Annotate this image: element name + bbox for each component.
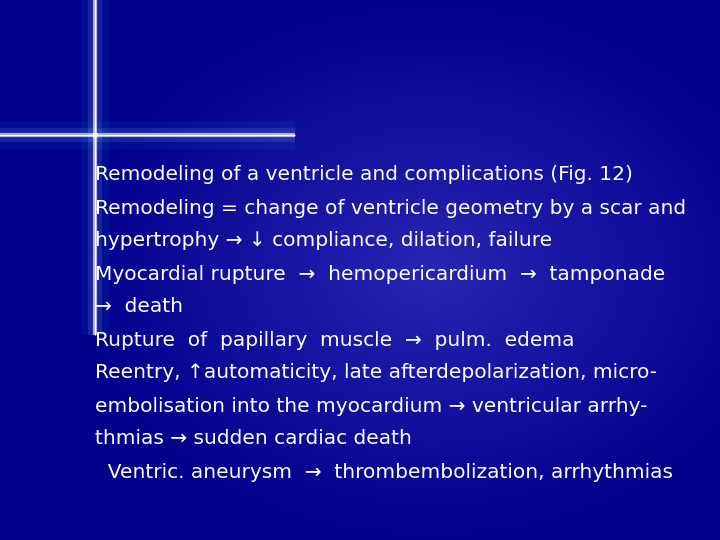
Text: Rupture  of  papillary  muscle  →  pulm.  edema: Rupture of papillary muscle → pulm. edem… — [95, 330, 575, 349]
Text: Ventric. aneurysm  →  thrombembolization, arrhythmias: Ventric. aneurysm → thrombembolization, … — [95, 462, 673, 482]
Text: →  death: → death — [95, 298, 183, 316]
Text: Reentry, ↑automaticity, late afterdepolarization, micro-: Reentry, ↑automaticity, late afterdepola… — [95, 363, 657, 382]
Text: embolisation into the myocardium → ventricular arrhy-: embolisation into the myocardium → ventr… — [95, 396, 647, 415]
Text: Remodeling of a ventricle and complications (Fig. 12): Remodeling of a ventricle and complicati… — [95, 165, 633, 185]
Text: hypertrophy → ↓ compliance, dilation, failure: hypertrophy → ↓ compliance, dilation, fa… — [95, 232, 552, 251]
Text: thmias → sudden cardiac death: thmias → sudden cardiac death — [95, 429, 412, 449]
Text: Myocardial rupture  →  hemopericardium  →  tamponade: Myocardial rupture → hemopericardium → t… — [95, 265, 665, 284]
Text: Remodeling = change of ventricle geometry by a scar and: Remodeling = change of ventricle geometr… — [95, 199, 686, 218]
